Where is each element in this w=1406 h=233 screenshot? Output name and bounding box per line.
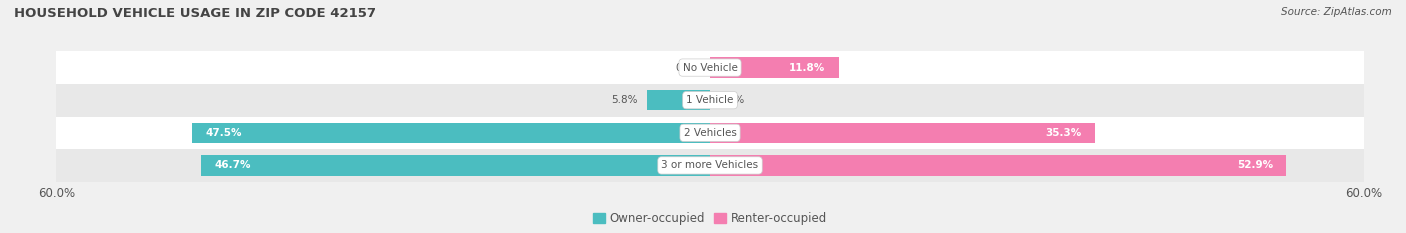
Text: 5.8%: 5.8% xyxy=(612,95,638,105)
Text: 47.5%: 47.5% xyxy=(205,128,242,138)
Bar xyxy=(710,123,1095,143)
Text: 1 Vehicle: 1 Vehicle xyxy=(686,95,734,105)
Text: No Vehicle: No Vehicle xyxy=(682,63,738,72)
Text: 0.0%: 0.0% xyxy=(675,63,702,72)
Text: 2 Vehicles: 2 Vehicles xyxy=(683,128,737,138)
Text: 11.8%: 11.8% xyxy=(789,63,825,72)
Bar xyxy=(56,84,1364,116)
Text: 3 or more Vehicles: 3 or more Vehicles xyxy=(661,161,759,170)
Text: 35.3%: 35.3% xyxy=(1045,128,1081,138)
Bar xyxy=(193,123,710,143)
Bar xyxy=(710,155,1286,175)
Text: Source: ZipAtlas.com: Source: ZipAtlas.com xyxy=(1281,7,1392,17)
Bar xyxy=(710,58,838,78)
Bar xyxy=(56,51,1364,84)
Text: HOUSEHOLD VEHICLE USAGE IN ZIP CODE 42157: HOUSEHOLD VEHICLE USAGE IN ZIP CODE 4215… xyxy=(14,7,375,20)
Bar xyxy=(56,116,1364,149)
Text: 52.9%: 52.9% xyxy=(1237,161,1274,170)
Bar xyxy=(201,155,710,175)
Bar xyxy=(647,90,710,110)
Text: 0.0%: 0.0% xyxy=(718,95,745,105)
Legend: Owner-occupied, Renter-occupied: Owner-occupied, Renter-occupied xyxy=(593,212,827,225)
Bar xyxy=(56,149,1364,182)
Text: 46.7%: 46.7% xyxy=(214,161,250,170)
